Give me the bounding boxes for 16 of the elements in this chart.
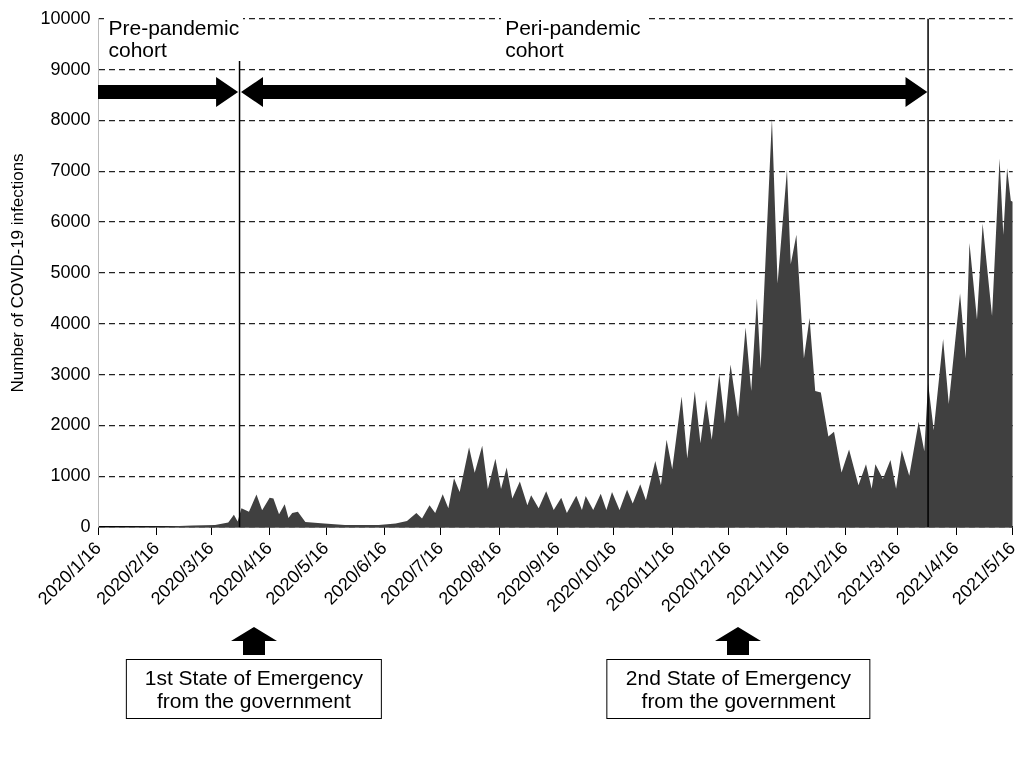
text: 1st State of Emergency from the government [125, 659, 383, 720]
y-tick-label: 6000 [50, 211, 91, 232]
y-tick-label: 3000 [50, 363, 91, 384]
annotation: Peri-pandemic cohort [501, 15, 645, 61]
y-tick-label: 9000 [50, 58, 91, 79]
y-tick-label: 2000 [50, 414, 91, 435]
y-tick-label: 0 [80, 515, 91, 536]
text: 2nd State of Emergency from the government [606, 659, 871, 720]
annotation: Pre-pandemic cohort [104, 15, 244, 61]
y-tick-label: 1000 [50, 465, 91, 486]
y-axis-title: Number of COVID-19 infections [7, 153, 27, 393]
y-tick-label: 8000 [50, 109, 91, 130]
y-tick-label: 4000 [50, 312, 91, 333]
y-tick-label: 7000 [50, 160, 91, 181]
y-tick-label: 5000 [50, 261, 91, 282]
y-tick-label: 10000 [40, 7, 91, 28]
